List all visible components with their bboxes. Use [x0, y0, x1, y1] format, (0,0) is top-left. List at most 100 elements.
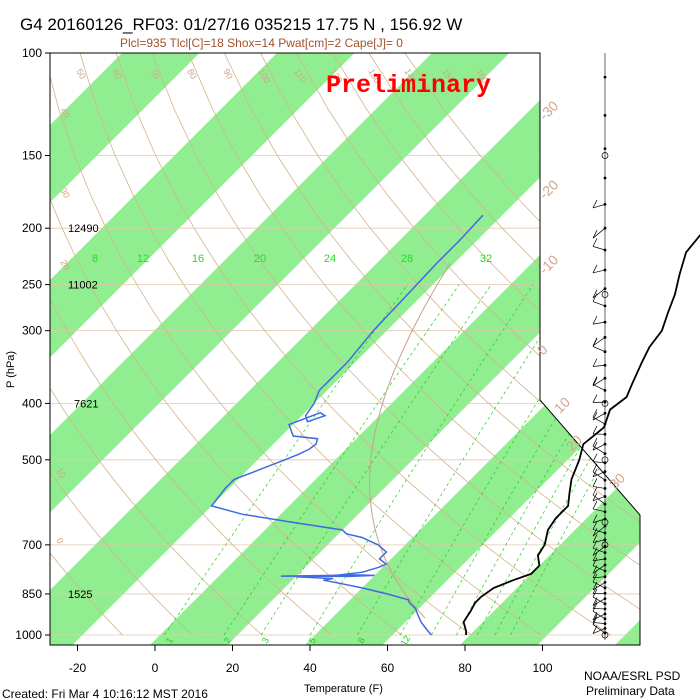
isotherm-band	[50, 53, 640, 645]
dry-adiabat-label: 30	[58, 186, 72, 200]
barb-dot	[603, 176, 607, 180]
dry-adiabat-label: 40	[58, 106, 72, 120]
wind-barb	[592, 461, 606, 464]
wind-barb-flag	[592, 500, 598, 510]
mixing-ratio-label: 8	[92, 253, 98, 265]
x-tick-label: 0	[152, 661, 159, 675]
wind-barb	[592, 564, 606, 574]
y-tick-label: 850	[22, 587, 42, 601]
wind-barb	[592, 288, 606, 299]
created-timestamp: Created: Fri Mar 4 10:16:12 MST 2016	[2, 687, 208, 700]
wind-barb	[592, 486, 606, 489]
calm-circle	[601, 152, 609, 159]
wind-barb	[592, 582, 606, 591]
wind-barb	[592, 471, 606, 481]
wind-barb	[592, 610, 606, 620]
isotherm-label: 10	[551, 394, 573, 416]
x-tick-label: 40	[303, 661, 317, 675]
x-tick-label: 80	[458, 661, 472, 675]
wind-barb-flag	[592, 442, 598, 451]
mixing-ratio-label: 3	[260, 636, 271, 645]
wind-barb-flag	[592, 315, 598, 325]
wind-barb-flag	[592, 486, 598, 496]
dry-adiabat-label: 70	[148, 67, 162, 81]
barb-dot	[603, 597, 607, 601]
mixing-ratio-label: 24	[324, 253, 336, 265]
y-tick-label: 200	[22, 221, 42, 235]
wind-barb	[592, 377, 606, 387]
y-tick-label: 250	[22, 278, 42, 292]
y-tick-label: 700	[22, 538, 42, 552]
wind-barb-flag	[592, 573, 598, 583]
mixing-ratio-line	[309, 284, 534, 636]
mixing-ratio-line	[431, 284, 638, 636]
height-label: 7621	[74, 398, 98, 410]
wind-barb-flag	[592, 616, 598, 625]
y-tick-label: 500	[22, 453, 42, 467]
y-tick-label: 300	[22, 324, 42, 338]
isotherm-label: 0	[534, 341, 551, 358]
credit-line-2: Preliminary Data	[586, 684, 675, 698]
plot-frame	[49, 52, 641, 646]
wind-barb	[592, 471, 606, 478]
dry-adiabat-label: 0	[54, 536, 65, 545]
mixing-ratio-label: 28	[401, 253, 413, 265]
dry-adiabat	[50, 53, 333, 636]
mixing-ratio-label: 5	[307, 636, 318, 645]
wind-barb-flag	[592, 453, 598, 462]
wind-barb	[592, 337, 606, 347]
calm-circle	[601, 400, 609, 407]
calm-circle	[601, 631, 609, 639]
isotherm-band	[50, 53, 510, 645]
wind-barb	[592, 321, 606, 325]
calm-circle	[601, 456, 609, 464]
wind-barb	[592, 246, 606, 251]
chart-title: G4 20160126_RF03: 01/27/16 035215 17.75 …	[20, 15, 462, 34]
wind-barb-flag	[592, 376, 598, 385]
wind-barb	[592, 622, 606, 624]
dry-adiabat	[50, 53, 263, 636]
wind-barb	[592, 227, 606, 239]
x-tick-label: 20	[226, 661, 240, 675]
wind-barb-flag	[592, 585, 598, 594]
y-axis-label: P (hPa)	[5, 351, 17, 388]
chart-subtitle: Plcl=935 Tlcl[C]=18 Shox=14 Pwat[cm]=2 C…	[120, 36, 403, 50]
x-tick-label: 60	[381, 661, 395, 675]
mixing-ratio-label: 32	[480, 253, 492, 265]
mixing-ratio-label: 12	[399, 634, 413, 648]
wind-barb	[592, 539, 606, 543]
dry-adiabat	[224, 53, 640, 636]
wind-barb-flag	[592, 463, 598, 472]
wind-barb	[592, 301, 606, 307]
barb-dot	[603, 248, 607, 252]
x-tick-label: -20	[69, 661, 87, 675]
calm-circle	[601, 291, 609, 298]
wind-barb	[592, 445, 606, 454]
dry-adiabat	[50, 53, 402, 636]
wind-barb-flag	[592, 521, 598, 530]
barb-dot	[603, 612, 607, 616]
barb-dot	[603, 510, 607, 514]
y-tick-label: 150	[22, 148, 42, 162]
dry-adiabat-label: 80	[185, 67, 199, 81]
wind-barb-flag	[592, 478, 598, 487]
mixing-ratio-line	[164, 284, 408, 636]
wind-barb	[592, 565, 606, 572]
dry-adiabat-label: 60	[110, 67, 124, 81]
wind-barb	[592, 496, 606, 502]
wind-barb-flag	[592, 338, 598, 347]
parcel-path	[369, 263, 451, 619]
barb-dot	[603, 147, 607, 151]
isotherm-band	[450, 53, 640, 645]
wind-barb-flag	[592, 614, 598, 623]
barb-dot	[603, 113, 607, 117]
temperature-trace	[462, 233, 700, 635]
wind-barb	[592, 628, 606, 634]
mixing-ratio-label: 1	[164, 636, 175, 645]
isotherm-band	[50, 53, 355, 645]
preliminary-watermark: Preliminary	[326, 71, 491, 100]
wind-barb	[592, 546, 606, 556]
mixing-ratio-label: 12	[137, 253, 149, 265]
wind-barb	[592, 494, 606, 505]
barb-dot	[603, 538, 607, 542]
